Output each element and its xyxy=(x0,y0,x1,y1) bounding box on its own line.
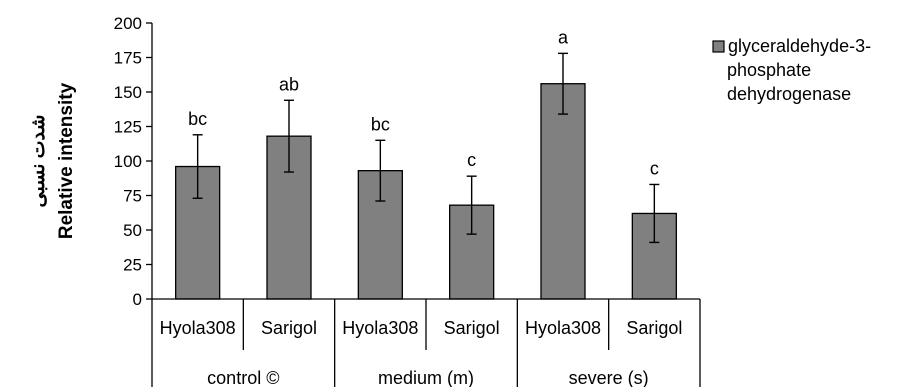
y-axis: 0 25 50 75 100 125 150 175 200 xyxy=(114,14,153,309)
significance-label: bc xyxy=(371,114,390,134)
y-tick-label: 125 xyxy=(114,118,142,137)
significance-label: ab xyxy=(279,74,299,94)
legend-label: dehydrogenase xyxy=(727,84,851,104)
x-category-label: Sarigol xyxy=(261,318,317,338)
y-tick-label: 0 xyxy=(133,290,142,309)
y-tick-label: 75 xyxy=(123,187,142,206)
y-tick-label: 200 xyxy=(114,14,142,33)
y-tick-label: 25 xyxy=(123,256,142,275)
x-category-label: Hyola308 xyxy=(525,318,601,338)
bars: bc ab bc c a c xyxy=(175,27,677,300)
y-tick-label: 150 xyxy=(114,83,142,102)
legend-label: phosphate xyxy=(727,60,811,80)
legend: glyceraldehyde-3- phosphate dehydrogenase xyxy=(712,36,871,104)
y-tick-label: 100 xyxy=(114,152,142,171)
x-group-label: severe (s) xyxy=(569,368,649,387)
x-category-label: Sarigol xyxy=(444,318,500,338)
significance-label: a xyxy=(558,27,569,47)
significance-label: bc xyxy=(188,109,207,129)
legend-label: glyceraldehyde-3- xyxy=(728,36,871,56)
bar xyxy=(540,83,586,300)
x-group-label: control © xyxy=(207,368,279,387)
legend-swatch xyxy=(712,40,725,53)
y-tick-label: 175 xyxy=(114,49,142,68)
y-axis-label-en: Relative intensity xyxy=(56,82,77,239)
significance-label: c xyxy=(650,158,659,178)
x-group-label: medium (m) xyxy=(378,368,474,387)
y-tick-label: 50 xyxy=(123,221,142,240)
y-axis-label-fa: شدت نسبی xyxy=(28,115,49,208)
x-category-label: Hyola308 xyxy=(160,318,236,338)
y-axis-label: شدت نسبی Relative intensity xyxy=(28,82,77,239)
x-axis: Hyola308 Sarigol Hyola308 Sarigol Hyola308 Sa… xyxy=(151,298,701,387)
x-category-label: Hyola308 xyxy=(342,318,418,338)
x-category-label: Sarigol xyxy=(626,318,682,338)
significance-label: c xyxy=(467,150,476,170)
